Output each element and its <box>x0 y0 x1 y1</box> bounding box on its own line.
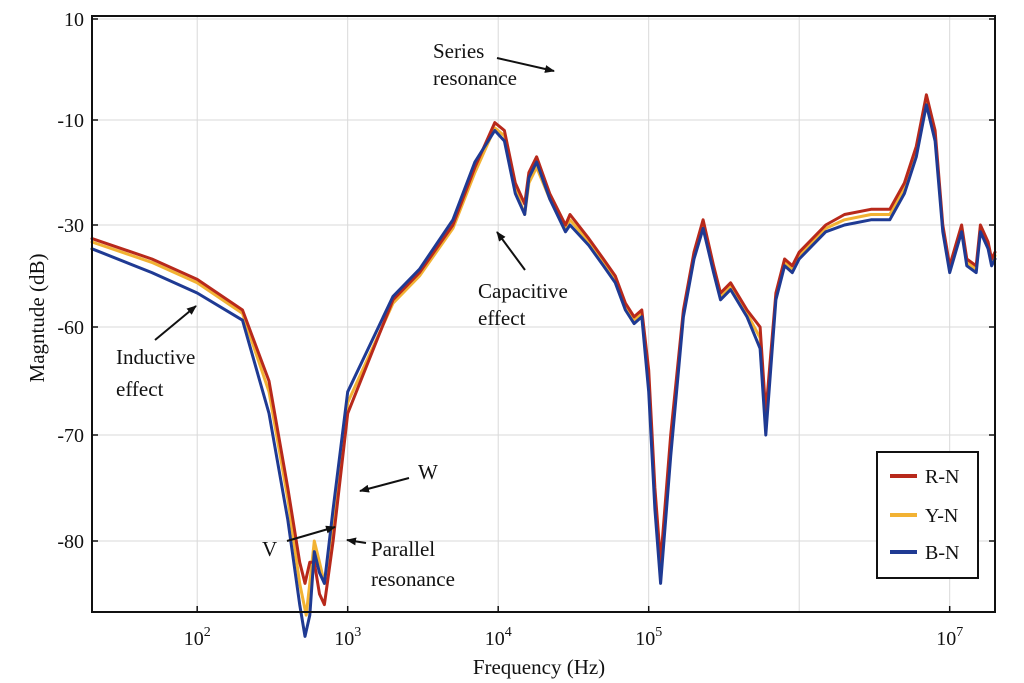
y-tick-label: 10 <box>64 9 84 31</box>
y-axis-label: Magntude (dB) <box>25 254 49 383</box>
x-tick-label: 103 <box>334 625 361 650</box>
annotation-inductive: Inductive effect <box>116 345 195 401</box>
plot-frame <box>91 15 996 613</box>
annotation-parallel: Parallel resonance <box>371 537 455 591</box>
x-tick-label: 105 <box>635 625 662 650</box>
annotation-arrow-v <box>286 525 336 542</box>
annotation-v: V <box>262 537 277 561</box>
series-line-r-n <box>90 93 997 607</box>
x-axis-label: Frequency (Hz) <box>473 655 605 679</box>
annotation-arrow-w <box>359 477 410 493</box>
legend: R-N Y-N B-N <box>876 451 979 579</box>
annotations: Series resonance Capacitive effect Inductive… <box>116 39 568 591</box>
legend-label-b-n: B-N <box>925 542 959 564</box>
annotation-arrow-series <box>496 57 555 73</box>
y-tick-label: -10 <box>57 110 84 132</box>
annotation-w: W <box>418 460 438 484</box>
annotation-arrow-inductive <box>154 305 197 341</box>
annotation-arrow-capacitive <box>496 231 526 271</box>
series-line-b-n <box>90 103 997 638</box>
x-tick-label: 102 <box>184 625 211 650</box>
grid <box>92 16 995 612</box>
annotation-arrow-parallel <box>346 537 367 546</box>
y-tick-label: -60 <box>57 317 84 339</box>
y-tick-label: -30 <box>57 215 84 237</box>
x-tick-label: 107 <box>936 625 963 650</box>
series-lines <box>90 93 997 638</box>
tick-labels: 10 -10 -30 -60 -70 -80 102 103 104 105 107 <box>57 9 995 650</box>
annotation-series: Series resonance <box>433 39 517 90</box>
y-tick-label: -80 <box>57 531 84 553</box>
legend-label-r-n: R-N <box>925 466 959 488</box>
annotation-capacitive: Capacitive effect <box>478 279 568 330</box>
y-tick-label: -70 <box>57 425 84 447</box>
legend-label-y-n: Y-N <box>925 505 958 527</box>
x-tick-label: 104 <box>485 625 512 650</box>
